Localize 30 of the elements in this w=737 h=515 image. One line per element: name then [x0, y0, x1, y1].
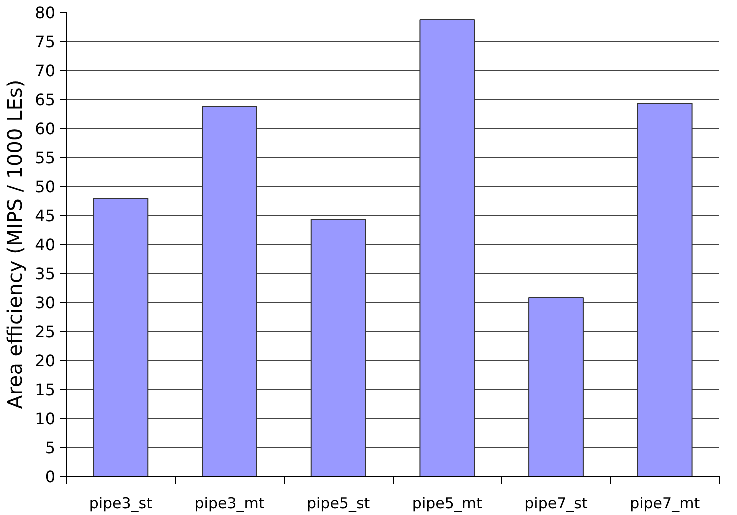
x-tick-label: pipe3_st [89, 494, 153, 512]
bar [420, 20, 476, 476]
y-tick-label: 35 [35, 264, 56, 284]
bar [637, 103, 693, 476]
y-tick-label: 30 [35, 294, 56, 312]
y-tick-label: 15 [35, 380, 56, 400]
x-tick-label: pipe7_mt [630, 494, 700, 512]
bar [310, 219, 366, 476]
y-tick-label: 25 [35, 322, 56, 342]
y-tick-label: 55 [35, 148, 56, 168]
y-tick-label: 70 [35, 62, 56, 80]
y-axis-title: Area efficiency (MIPS / 1000 LEs) [3, 80, 28, 410]
bar [528, 297, 584, 476]
y-tick-label: 45 [35, 206, 56, 226]
x-tick-label: pipe5_mt [412, 494, 483, 512]
y-tick-label: 65 [35, 90, 56, 110]
y-tick-label: 20 [35, 352, 56, 370]
y-tick-label: 0 [45, 468, 56, 486]
x-tick-label: pipe7_st [524, 494, 588, 512]
y-tick-label: 75 [35, 32, 56, 52]
x-tick-label: pipe3_mt [194, 494, 265, 512]
y-tick-label: 80 [35, 4, 56, 22]
bar [93, 198, 149, 476]
bar [202, 106, 258, 476]
x-tick-label: pipe5_st [306, 494, 370, 512]
y-tick-label: 50 [35, 178, 56, 196]
y-tick-label: 5 [45, 438, 56, 458]
y-tick-label: 60 [35, 120, 56, 138]
y-tick-label: 40 [35, 236, 56, 254]
y-tick-label: 10 [35, 410, 56, 428]
